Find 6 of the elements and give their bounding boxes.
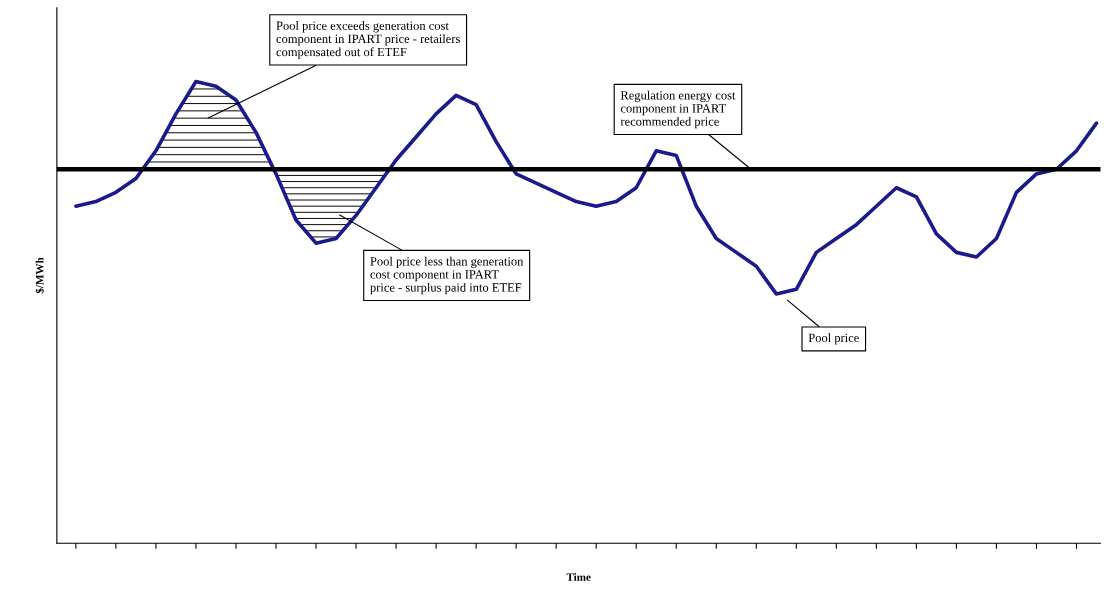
x-axis-title: Time xyxy=(566,573,591,581)
text: Pool price exceeds generation cost component in IPART price - retailers compensated out of ETEF xyxy=(276,21,460,59)
annotation: Pool price less than generation cost component in IPART price - surplus paid into ETEF xyxy=(370,256,524,295)
annotation: Regulation energy cost component in IPART recommended price xyxy=(620,90,736,129)
annotation: Pool price xyxy=(808,333,859,345)
y-axis-title: $/MWh xyxy=(35,257,45,294)
